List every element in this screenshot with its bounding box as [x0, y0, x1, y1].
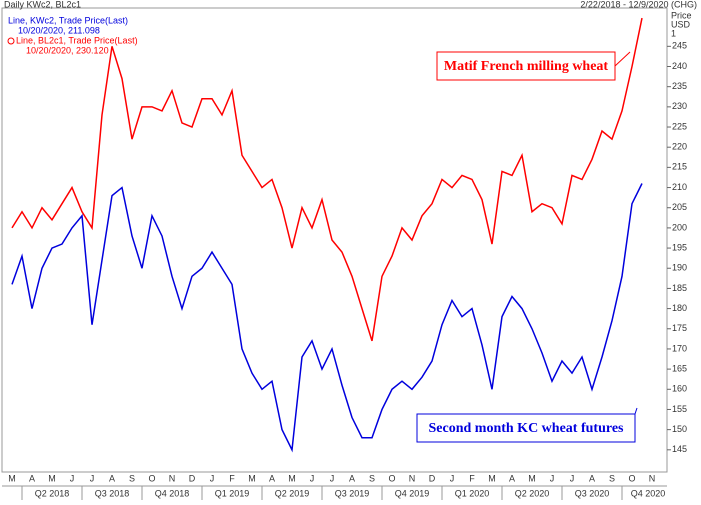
x-tick-label: J — [310, 473, 315, 483]
quarter-label: Q2 2020 — [515, 488, 550, 498]
y-tick-label: 185 — [672, 283, 687, 293]
x-tick-label: M — [248, 473, 256, 483]
x-tick-label: D — [189, 473, 196, 483]
x-tick-label: J — [550, 473, 555, 483]
annotation-leader — [614, 51, 631, 67]
y-tick-label: 190 — [672, 263, 687, 273]
y-tick-label: 245 — [672, 41, 687, 51]
y-tick-label: 200 — [672, 222, 687, 232]
quarter-label: Q4 2020 — [631, 488, 666, 498]
x-tick-label: J — [330, 473, 335, 483]
price-label: Price — [671, 10, 692, 20]
quarter-label: Q2 2018 — [35, 488, 70, 498]
annotation: Second month KC wheat futures — [429, 421, 625, 436]
quarter-label: Q2 2019 — [275, 488, 310, 498]
y-tick-label: 195 — [672, 242, 687, 252]
y-tick-label: 220 — [672, 142, 687, 152]
x-tick-label: A — [109, 473, 115, 483]
plot-frame — [1, 7, 668, 473]
y-tick-label: 175 — [672, 323, 687, 333]
x-tick-label: O — [628, 473, 635, 483]
x-tick-label: A — [509, 473, 515, 483]
x-tick-label: J — [90, 473, 95, 483]
x-tick-label: N — [169, 473, 176, 483]
x-tick-label: A — [349, 473, 355, 483]
y-tick-label: 230 — [672, 101, 687, 111]
legend-text: 10/20/2020, 211.098 — [18, 25, 100, 35]
y-tick-label: 210 — [672, 182, 687, 192]
quarter-label: Q1 2020 — [455, 488, 490, 498]
x-tick-label: M — [488, 473, 496, 483]
quarter-label: Q4 2019 — [395, 488, 430, 498]
quarter-label: Q3 2020 — [575, 488, 610, 498]
y-tick-label: 150 — [672, 424, 687, 434]
y-tick-label: 145 — [672, 444, 687, 454]
y-tick-label: 160 — [672, 384, 687, 394]
x-tick-label: A — [589, 473, 595, 483]
annotation: Matif French milling wheat — [444, 59, 609, 74]
unit-label: USD — [671, 19, 691, 29]
annotation-box — [436, 51, 616, 81]
x-tick-label: S — [609, 473, 615, 483]
series-line — [11, 183, 643, 453]
x-tick-label: M — [528, 473, 536, 483]
quarter-label: Q3 2018 — [95, 488, 130, 498]
date-range: 2/22/2018 - 12/9/2020 (CHG) — [580, 0, 697, 9]
x-tick-label: J — [70, 473, 75, 483]
legend-text: 10/20/2020, 230.120 — [26, 45, 109, 55]
y-tick-label: 235 — [672, 81, 687, 91]
x-tick-label: J — [210, 473, 215, 483]
x-tick-label: M — [288, 473, 296, 483]
chart-title: Daily KWc2, BL2c1 — [4, 0, 81, 9]
x-tick-label: S — [369, 473, 375, 483]
x-tick-label: N — [409, 473, 416, 483]
y-tick-label: 215 — [672, 162, 687, 172]
quarter-label: Q4 2018 — [155, 488, 190, 498]
quarter-label: Q3 2019 — [335, 488, 370, 498]
y-tick-label: 225 — [672, 121, 687, 131]
x-tick-label: A — [29, 473, 35, 483]
x-tick-label: M — [8, 473, 16, 483]
annotation-leader — [634, 407, 638, 415]
x-tick-label: D — [429, 473, 436, 483]
x-tick-label: S — [129, 473, 135, 483]
quarter-label: Q1 2019 — [215, 488, 250, 498]
y-tick-label: 240 — [672, 61, 687, 71]
x-tick-label: F — [229, 473, 235, 483]
x-tick-label: A — [269, 473, 275, 483]
x-tick-label: O — [148, 473, 155, 483]
annotation-box — [416, 413, 636, 443]
x-tick-label: J — [450, 473, 455, 483]
unit-scale: 1 — [671, 28, 676, 38]
legend-text: Line, KWc2, Trade Price(Last) — [8, 15, 128, 25]
legend-icon — [7, 37, 15, 45]
x-tick-label: O — [388, 473, 395, 483]
y-tick-label: 170 — [672, 343, 687, 353]
legend-text: Line, BL2c1, Trade Price(Last) — [16, 35, 138, 45]
y-tick-label: 165 — [672, 363, 687, 373]
y-tick-label: 180 — [672, 303, 687, 313]
y-tick-label: 205 — [672, 202, 687, 212]
series-line — [11, 17, 643, 342]
x-tick-label: J — [570, 473, 575, 483]
x-tick-label: F — [469, 473, 475, 483]
y-tick-label: 155 — [672, 404, 687, 414]
x-tick-label: M — [48, 473, 56, 483]
x-tick-label: N — [649, 473, 656, 483]
